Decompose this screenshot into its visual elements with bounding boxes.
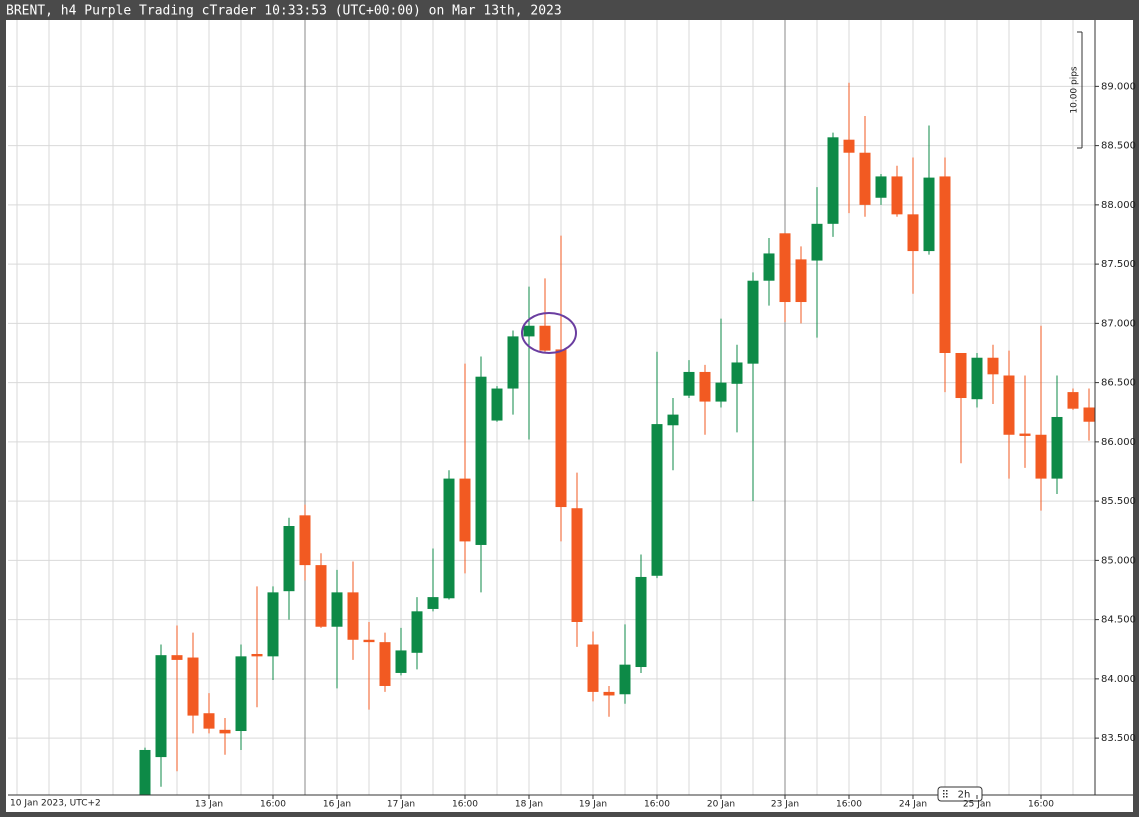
candle-body (267, 592, 279, 657)
x-tick-label: 19 Jan (579, 800, 607, 810)
pips-ruler: 10.00 pips (1070, 31, 1083, 149)
y-tick-label: 83.500 (1101, 733, 1136, 744)
candle-body (763, 253, 775, 281)
candle-body (587, 644, 599, 692)
x-tick-label: 23 Jan (771, 800, 799, 810)
candle-body (523, 325, 535, 337)
candle-body (699, 371, 711, 402)
y-tick-label: 85.000 (1101, 555, 1136, 566)
candle-body (507, 336, 519, 389)
candle-body (347, 592, 359, 640)
y-tick-label: 84.500 (1101, 615, 1136, 626)
candle-body (891, 176, 903, 215)
candle-body (795, 259, 807, 303)
candle-body (155, 655, 167, 758)
y-tick-label: 88.500 (1101, 141, 1136, 152)
candle-body (923, 177, 935, 252)
candle-body (683, 371, 695, 396)
x-tick-label: 17 Jan (387, 800, 415, 810)
x-tick-label: 10 Jan 2023, UTC+2 (10, 799, 101, 809)
period-box-frame[interactable] (937, 786, 983, 802)
candle-body (635, 576, 647, 668)
candle-body (619, 664, 631, 695)
candle-body (603, 691, 615, 696)
x-tick-label: 13 Jan (195, 800, 223, 810)
x-tick-label: 16:00 (452, 800, 478, 810)
period-label[interactable]: 2h (958, 790, 971, 801)
candle-body (571, 508, 583, 622)
pips-label: 10.00 pips (1070, 66, 1080, 114)
highlight-ellipse (521, 312, 577, 354)
candle-body (955, 352, 967, 399)
candle-body (427, 597, 439, 609)
y-tick-label: 87.500 (1101, 259, 1136, 270)
candle-body (187, 657, 199, 716)
candle-body (555, 349, 567, 508)
candle-body (1083, 407, 1095, 422)
candle-body (843, 139, 855, 153)
y-tick-label: 85.500 (1101, 496, 1136, 507)
candle-body (315, 565, 327, 627)
candle-body (475, 376, 487, 545)
candles (139, 82, 1095, 795)
candle-body (251, 653, 263, 657)
candle-body (939, 176, 951, 353)
candle-body (539, 325, 551, 351)
candle-body (1003, 375, 1015, 435)
candle-body (747, 280, 759, 364)
candle-body (715, 382, 727, 402)
candle-body (731, 362, 743, 384)
candle-body (859, 152, 871, 205)
candle-body (331, 592, 343, 627)
candle-body (987, 357, 999, 375)
period-box[interactable]: 2h (937, 786, 983, 802)
x-tick-label: 16:00 (836, 800, 862, 810)
candle-body (971, 357, 983, 400)
candle-body (235, 656, 247, 732)
candle-body (395, 650, 407, 673)
x-tick-label: 16:00 (644, 800, 670, 810)
x-tick-label: 16:00 (260, 800, 286, 810)
candle-body (171, 655, 183, 660)
candle-body (1035, 434, 1047, 479)
candle-body (779, 233, 791, 303)
y-tick-label: 86.000 (1101, 437, 1136, 448)
x-tick-label: 16:00 (1028, 800, 1054, 810)
candle-body (219, 729, 231, 734)
grip-icon (943, 790, 948, 798)
candle-body (443, 478, 455, 599)
plot-background (6, 20, 1133, 812)
candle-body (667, 414, 679, 426)
candle-body (907, 214, 919, 252)
candle-body (811, 223, 823, 261)
x-tick-label: 16 Jan (323, 800, 351, 810)
y-tick-label: 86.500 (1101, 378, 1136, 389)
candle-body (1067, 392, 1079, 409)
candle-body (363, 639, 375, 643)
candle-body (651, 424, 663, 576)
x-tick-label: 20 Jan (707, 800, 735, 810)
y-tick-label: 88.000 (1101, 200, 1136, 211)
candle-body (1019, 433, 1031, 436)
x-tick-label: 25 Jan (963, 800, 991, 810)
candle-body (491, 388, 503, 421)
x-tick-label: 24 Jan (899, 800, 927, 810)
y-tick-label: 89.000 (1101, 81, 1136, 92)
candle-body (203, 713, 215, 729)
candle-body (875, 176, 887, 198)
candle-body (139, 749, 151, 795)
candle-body (299, 515, 311, 566)
candle-body (827, 137, 839, 224)
candle-body (411, 611, 423, 653)
chart-title: BRENT, h4 Purple Trading cTrader 10:33:5… (6, 4, 562, 19)
y-tick-label: 84.000 (1101, 674, 1136, 685)
y-tick-label: 87.000 (1101, 318, 1136, 329)
candle-body (283, 526, 295, 592)
x-tick-label: 18 Jan (515, 800, 543, 810)
candle-body (379, 642, 391, 686)
candle-body (1051, 416, 1063, 479)
candle-body (459, 478, 471, 542)
